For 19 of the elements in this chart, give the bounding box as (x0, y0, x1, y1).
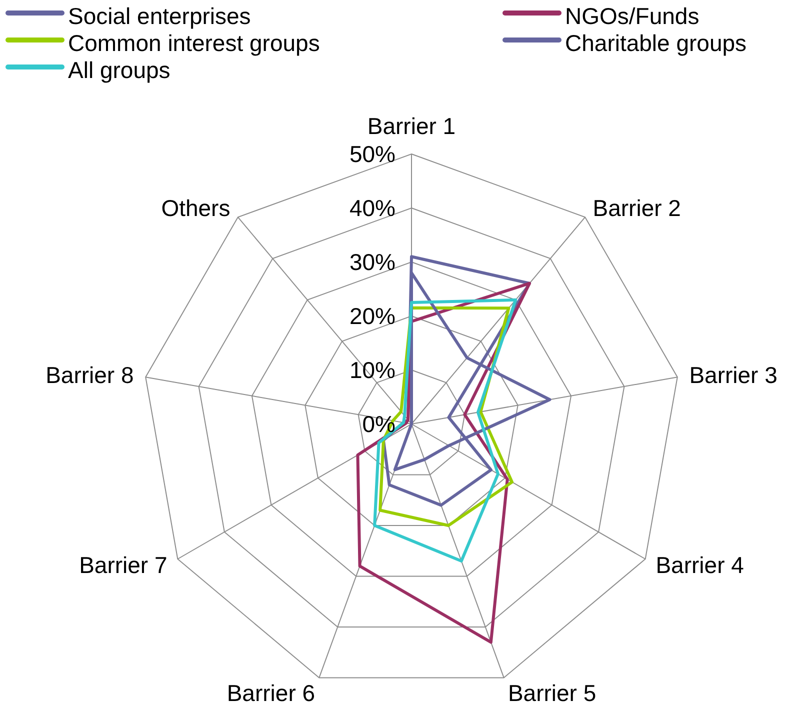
y-tick-label: 30% (349, 249, 396, 275)
legend-label: Common interest groups (68, 30, 320, 56)
spoke-label: Barrier 1 (367, 113, 456, 139)
spoke-label: Barrier 5 (508, 680, 596, 705)
spoke-label: Barrier 7 (79, 552, 168, 578)
spoke-label: Barrier 2 (592, 194, 681, 221)
legend-label: NGOs/Funds (565, 3, 700, 29)
y-tick-label: 50% (349, 141, 396, 167)
legend-label: All groups (68, 57, 170, 83)
spoke-label: Others (161, 194, 230, 221)
spoke-label: Barrier 6 (226, 680, 316, 705)
spoke-label: Barrier 8 (46, 362, 134, 388)
legend-label: Charitable groups (565, 30, 747, 56)
spoke-label: Barrier 3 (689, 362, 778, 388)
spoke-label: Barrier 4 (656, 552, 744, 578)
y-tick-label: 40% (349, 195, 396, 221)
legend-label: Social enterprises (68, 3, 251, 29)
y-tick-label: 20% (349, 303, 396, 329)
y-tick-label: 10% (349, 357, 396, 383)
